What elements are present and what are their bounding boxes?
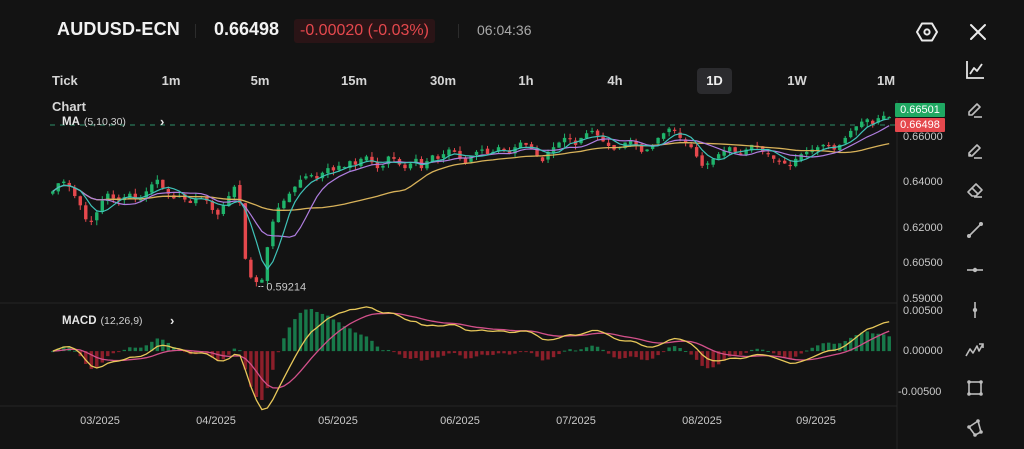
timeframe-1m-month[interactable]: 1M	[876, 73, 896, 88]
svg-text:0.59214: 0.59214	[266, 281, 306, 293]
horizontal-line-icon	[967, 267, 983, 273]
macd-indicator-label[interactable]: MACD (12,26,9)	[62, 315, 143, 327]
svg-text:03/2025: 03/2025	[80, 415, 120, 427]
ma-params: (5,10,30)	[83, 116, 126, 128]
timeframe-15m[interactable]: 15m	[340, 73, 368, 88]
timeframe-30m[interactable]: 30m	[429, 73, 457, 88]
hexagon-settings-icon	[916, 22, 938, 42]
svg-text:05/2025: 05/2025	[318, 415, 358, 427]
symbol-name: AUDUSD-ECN	[57, 19, 180, 39]
path-arrow-icon	[965, 343, 984, 357]
horizontal-line-tool[interactable]	[955, 254, 995, 286]
ask-price-tag: 0.66501	[895, 103, 945, 117]
eraser-icon	[967, 183, 983, 198]
ma-expand-chevron-icon[interactable]: ›	[160, 114, 165, 129]
svg-text:-0.00500: -0.00500	[898, 386, 941, 398]
timeframe-tick-chart[interactable]: Tick Chart	[52, 73, 86, 114]
chart-line-icon	[966, 61, 984, 79]
timeframe-1m[interactable]: 1m	[161, 73, 181, 88]
chart-header: AUDUSD-ECN 0.66498 -0.00020 (-0.03%) 06:…	[0, 0, 1024, 62]
close-button[interactable]	[964, 18, 992, 46]
line-chart-tool[interactable]	[955, 54, 995, 86]
polygon-tool[interactable]	[955, 412, 995, 444]
price-chart[interactable]: 0.66000 0.64000 0.62000 0.60500 0.590000.005…	[0, 100, 960, 449]
svg-text:0.59000: 0.59000	[903, 293, 943, 305]
rectangle-tool[interactable]	[955, 372, 995, 404]
polygon-icon	[967, 419, 983, 437]
ma-label: MA	[62, 116, 80, 128]
chart-area[interactable]: 0.66000 0.64000 0.62000 0.60500 0.59000 0.005…	[0, 100, 960, 449]
header-divider	[458, 24, 459, 38]
svg-text:04/2025: 04/2025	[196, 415, 236, 427]
timeframe-4h[interactable]: 4h	[607, 73, 623, 88]
last-price: 0.66498	[214, 19, 280, 39]
svg-text:0.00000: 0.00000	[903, 345, 943, 357]
ma-indicator-label[interactable]: MA (5,10,30)	[62, 116, 126, 128]
timeframe-1h[interactable]: 1h	[518, 73, 534, 88]
vertical-line-icon	[972, 302, 978, 318]
svg-text:09/2025: 09/2025	[796, 415, 836, 427]
macd-expand-chevron-icon[interactable]: ›	[170, 313, 175, 328]
pen-tool[interactable]	[955, 135, 995, 167]
svg-text:0.64000: 0.64000	[903, 176, 943, 188]
header-divider	[195, 24, 196, 38]
drawing-toolbar	[955, 58, 995, 449]
rectangle-icon	[967, 380, 983, 396]
path-tool[interactable]	[955, 334, 995, 366]
svg-text:0.00500: 0.00500	[903, 305, 943, 317]
vertical-line-tool[interactable]	[955, 294, 995, 326]
server-time: 06:04:36	[477, 22, 532, 38]
svg-text:0.62000: 0.62000	[903, 222, 943, 234]
timeframe-1d[interactable]: 1D	[697, 68, 732, 94]
svg-text:06/2025: 06/2025	[440, 415, 480, 427]
close-icon	[970, 24, 986, 40]
settings-button[interactable]	[913, 18, 941, 46]
trend-line-tool[interactable]	[955, 214, 995, 246]
svg-text:0.60500: 0.60500	[903, 257, 943, 269]
timeframe-5m[interactable]: 5m	[250, 73, 270, 88]
timeframe-1w[interactable]: 1W	[787, 73, 807, 88]
svg-text:07/2025: 07/2025	[556, 415, 596, 427]
svg-text:08/2025: 08/2025	[682, 415, 722, 427]
pencil-icon	[968, 103, 982, 118]
macd-params: (12,26,9)	[100, 315, 143, 327]
svg-text:0.66000: 0.66000	[903, 131, 943, 143]
trend-line-icon	[967, 222, 983, 238]
price-change-badge: -0.00020 (-0.03%)	[294, 19, 435, 43]
timeframe-bar: Tick Chart 1m 5m 15m 30m 1h 4h 1D 1W 1M	[0, 66, 940, 114]
pencil-tool[interactable]	[955, 94, 995, 126]
eraser-tool[interactable]	[955, 174, 995, 206]
bid-price-tag: 0.66498	[895, 118, 945, 132]
macd-label: MACD	[62, 315, 97, 327]
pen-icon	[968, 144, 982, 159]
